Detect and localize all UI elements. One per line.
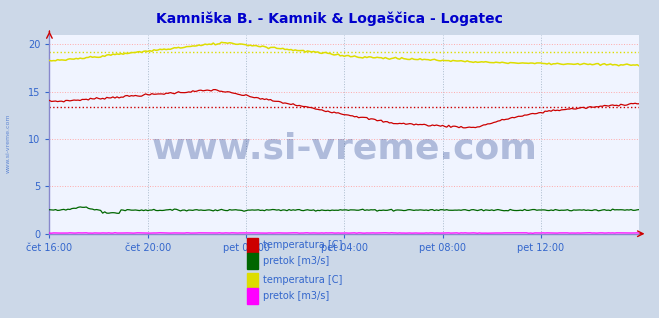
Text: www.si-vreme.com: www.si-vreme.com [152, 131, 537, 165]
Text: pretok [m3/s]: pretok [m3/s] [263, 291, 330, 301]
Bar [247, 238, 258, 253]
Bar [247, 288, 258, 304]
Text: temperatura [C]: temperatura [C] [263, 240, 342, 250]
Bar [247, 253, 258, 269]
Text: Kamniška B. - Kamnik & Logaščica - Logatec: Kamniška B. - Kamnik & Logaščica - Logat… [156, 11, 503, 26]
Text: www.si-vreme.com: www.si-vreme.com [5, 113, 11, 173]
Bar [247, 273, 258, 288]
Text: pretok [m3/s]: pretok [m3/s] [263, 256, 330, 266]
Text: temperatura [C]: temperatura [C] [263, 275, 342, 285]
